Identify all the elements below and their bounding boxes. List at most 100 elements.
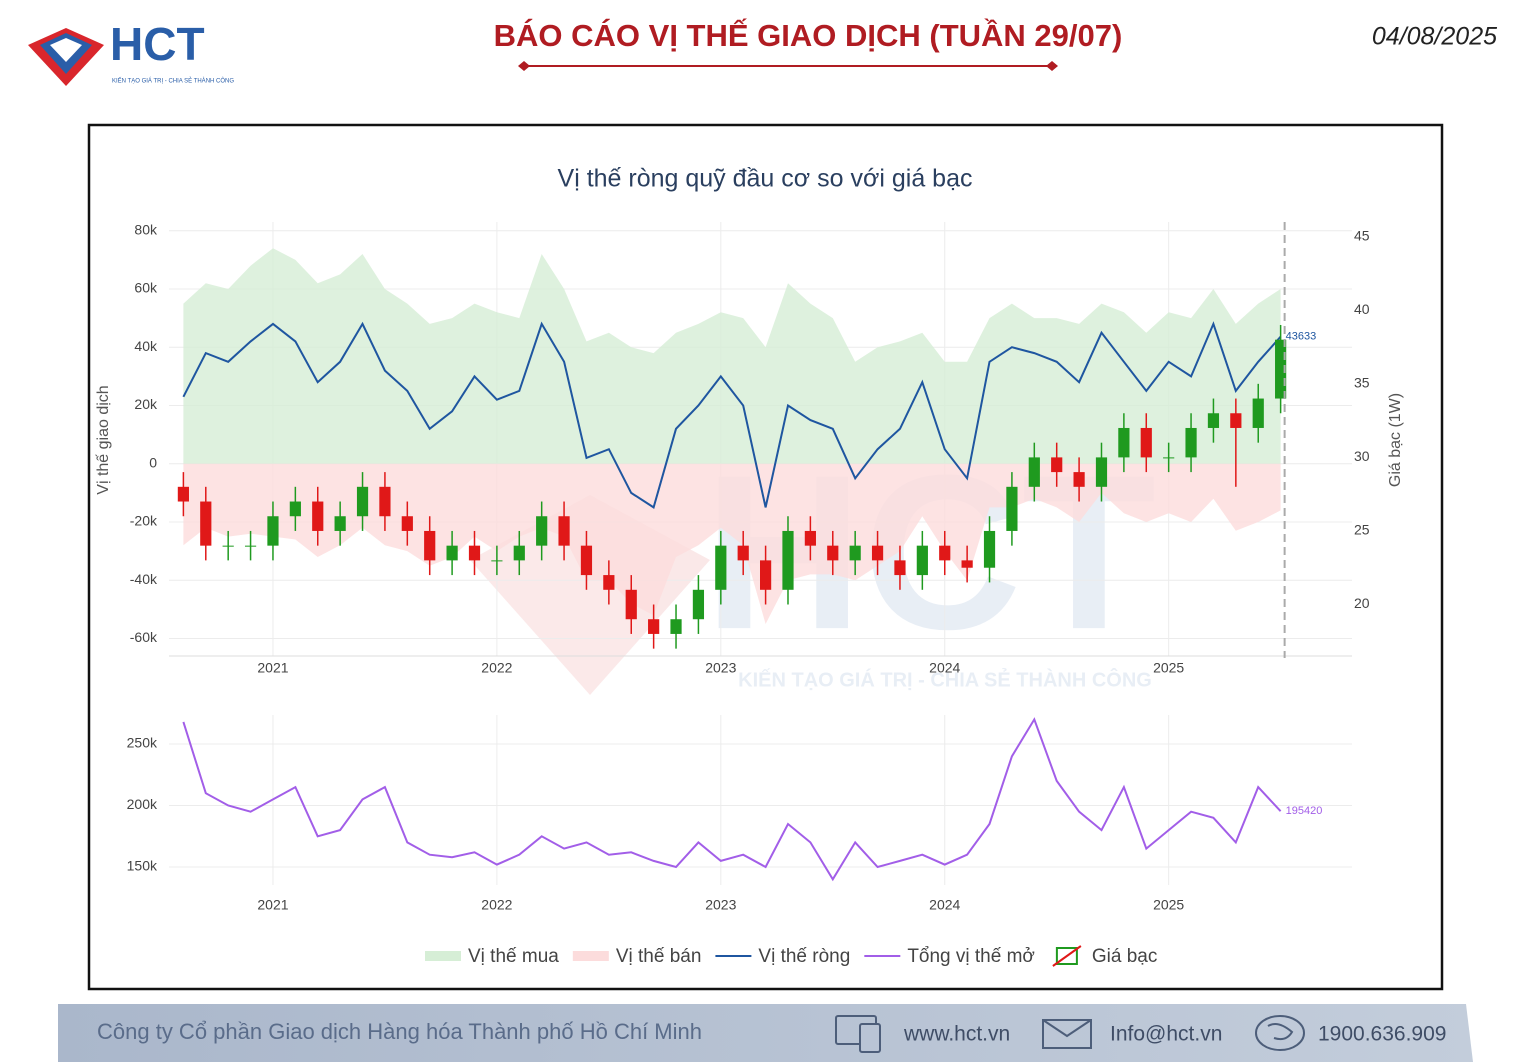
candle-body [692,589,705,620]
plot-area: -60k-40k-20k020k40k60k80k202530354045150… [127,221,1370,912]
legend-swatch [572,951,609,961]
candle-body [939,545,951,561]
candle-body [446,545,458,561]
y2-tick-label: 25 [1354,522,1370,538]
x-tick-label: 2021 [257,660,288,676]
candle-body [1163,457,1175,459]
candle-body [536,516,548,546]
footer-website: www.hct.vn [903,1023,1010,1046]
legend-swatch [1052,945,1082,967]
candle-body [289,501,301,517]
legend-label: Giá bạc [1092,946,1157,967]
underline-end [518,61,530,71]
candle-body [177,486,189,502]
y2-tick-label: 35 [1354,375,1370,391]
legend-swatch [1055,947,1078,965]
report-date: 04/08/2025 [1372,23,1497,51]
candle-body [312,501,324,531]
line [182,321,1282,509]
y-tick-label: 80k [134,221,158,237]
y-tick-label: -40k [130,571,158,587]
tagline: KIẾN TẠO GIÁ TRỊ - CHIA SẺ THÀNH CÔNG [112,78,234,85]
candle-body [894,560,906,576]
legend-label: Vị thế mua [468,946,559,967]
candle-body [244,545,257,547]
candle-body [1118,427,1130,458]
candle-body [1185,427,1197,458]
y-tick-label: -20k [130,513,158,529]
brand: HCT [110,18,205,70]
x-tick-label: 2022 [481,897,512,913]
legend-label: Tổng vị thế mở [907,946,1035,967]
candle-body [356,486,369,517]
footer-company: Công ty Cổ phần Giao dịch Hàng hóa Thành… [97,1019,702,1044]
y2-tick-label: 40 [1354,301,1370,317]
y3-tick-label: 200k [127,796,158,812]
candle-body [513,545,525,561]
candle-body [424,530,436,561]
y-tick-label: 60k [134,280,158,296]
y2-tick-label: 20 [1354,595,1370,611]
candle-body [760,560,772,590]
candle-body [871,545,884,561]
end-label: 43633 [1286,331,1317,343]
footer-phone: 1900.636.909 [1318,1023,1446,1046]
candle-body [267,516,279,546]
candle-body [804,530,816,546]
candle-body [1230,413,1242,428]
chart-title: Vị thế ròng quỹ đầu cơ so với giá bạc [558,165,973,193]
watermark-tagline: KIẾN TẠO GIÁ TRỊ - CHIA SẺ THÀNH CÔNG [738,667,1152,691]
x-tick-label: 2025 [1153,660,1184,676]
candle-body [737,545,749,561]
candle-body [1252,398,1264,428]
mail-icon [1042,1019,1092,1049]
footer-band [58,1004,1473,1062]
x-tick-label: 2025 [1153,897,1184,913]
y-tick-label: -60k [130,629,158,645]
y3-tick-label: 150k [127,858,158,874]
y-tick-label: 20k [134,396,158,412]
candle-body [1095,457,1108,487]
end-label: 195420 [1286,805,1323,817]
legend-label: Vị thế bán [616,946,702,967]
candle-body [1275,339,1287,399]
line [182,717,1282,882]
y3-tick-label: 250k [127,735,158,751]
y-tick-label: 40k [134,338,158,354]
candle-body [558,516,570,546]
candle-body [849,545,861,561]
phone-icon [1255,1015,1305,1051]
candle-body [648,619,660,634]
legend-swatch [425,951,461,961]
candle-body [334,516,346,531]
x-tick-label: 2021 [257,897,288,913]
report-title: BÁO CÁO VỊ THẾ GIAO DỊCH (TUẦN 29/07) [494,18,1123,53]
candle-body [1051,457,1063,473]
candle-body [961,560,973,568]
x-tick-label: 2024 [929,660,960,676]
candle-body [782,530,794,590]
legend-label: Vị thế ròng [758,946,850,967]
candle-body [625,589,637,620]
candle-body [827,545,839,561]
candle-body [1028,457,1040,487]
candle-body [222,545,234,547]
y-axis-title: Vị thế giao dịch [95,385,112,494]
logo: HCT KIẾN TẠO GIÁ TRỊ - CHIA SẺ THÀNH CÔN… [28,18,234,86]
web-icon [835,1015,881,1053]
candle-body [983,530,996,568]
candle-body [468,545,481,561]
area [183,248,1281,464]
y2-axis-title: Giá bạc (1W) [1387,393,1404,487]
candle-body [1006,486,1018,531]
x-tick-label: 2024 [929,897,960,913]
candle-body [670,619,682,634]
y-tick-label: 0 [149,454,157,470]
candle-body [200,501,212,546]
x-tick-label: 2023 [705,897,736,913]
candle-body [580,545,593,576]
candle-body [1140,427,1152,458]
legend: Vị thế mua Vị thế bán Vị thế ròng Tổng vị t… [425,945,1157,967]
underline-end [1046,61,1058,71]
